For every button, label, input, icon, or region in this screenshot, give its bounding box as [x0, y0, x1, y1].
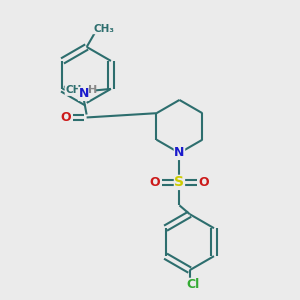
- Text: N: N: [174, 146, 184, 159]
- Text: Cl: Cl: [186, 278, 199, 291]
- Text: O: O: [150, 176, 160, 189]
- Text: H: H: [88, 85, 98, 95]
- Text: N: N: [79, 87, 89, 101]
- Text: O: O: [60, 111, 71, 124]
- Text: CH₃: CH₃: [65, 85, 86, 95]
- Text: CH₃: CH₃: [93, 24, 114, 34]
- Text: O: O: [199, 176, 209, 189]
- Text: S: S: [174, 176, 184, 189]
